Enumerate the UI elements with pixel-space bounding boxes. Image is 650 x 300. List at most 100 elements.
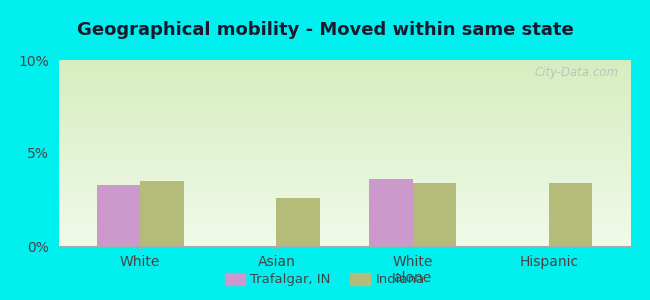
Bar — [58, 147, 630, 149]
Text: City-Data.com: City-Data.com — [535, 66, 619, 79]
Bar — [58, 142, 630, 144]
Bar — [58, 123, 630, 125]
Bar — [58, 66, 630, 68]
Bar — [58, 194, 630, 196]
Bar — [58, 114, 630, 116]
Bar — [549, 183, 592, 246]
Bar — [58, 244, 630, 246]
Bar — [58, 226, 630, 227]
Bar — [58, 216, 630, 218]
Bar — [58, 166, 630, 168]
Bar — [58, 201, 630, 203]
Text: Geographical mobility - Moved within same state: Geographical mobility - Moved within sam… — [77, 21, 573, 39]
Bar — [58, 214, 630, 216]
Bar — [58, 62, 630, 64]
Bar — [58, 227, 630, 229]
Bar — [58, 160, 630, 162]
Bar — [58, 209, 630, 211]
Bar — [58, 159, 630, 161]
Bar — [58, 222, 630, 224]
Bar — [58, 138, 630, 140]
Bar — [58, 168, 630, 170]
Bar — [58, 179, 630, 181]
Bar — [58, 84, 630, 86]
Bar — [58, 220, 630, 222]
Bar — [58, 99, 630, 101]
Bar — [58, 184, 630, 187]
Bar — [58, 207, 630, 209]
Bar — [58, 237, 630, 239]
Bar — [58, 77, 630, 79]
Bar — [58, 92, 630, 94]
Bar — [58, 240, 630, 242]
Bar — [276, 198, 320, 246]
Bar — [58, 108, 630, 110]
Bar — [58, 144, 630, 146]
Bar — [413, 183, 456, 246]
Bar — [58, 203, 630, 205]
Bar — [58, 82, 630, 84]
Bar — [58, 164, 630, 166]
Bar — [58, 153, 630, 155]
Bar — [58, 101, 630, 103]
Bar — [97, 184, 140, 246]
Bar — [58, 196, 630, 198]
Bar — [58, 177, 630, 179]
Bar — [58, 192, 630, 194]
Bar — [58, 172, 630, 173]
Bar — [58, 162, 630, 164]
Bar — [58, 105, 630, 106]
Bar — [58, 224, 630, 226]
Bar — [58, 151, 630, 153]
Bar — [58, 212, 630, 214]
Bar — [58, 187, 630, 188]
Bar — [58, 218, 630, 220]
Bar — [58, 95, 630, 97]
Bar — [58, 133, 630, 134]
Bar — [58, 242, 630, 244]
Bar — [58, 235, 630, 237]
Bar — [58, 80, 630, 82]
Bar — [58, 118, 630, 119]
Bar — [58, 134, 630, 136]
Bar — [58, 131, 630, 133]
Bar — [58, 106, 630, 108]
Bar — [58, 170, 630, 172]
Bar — [58, 238, 630, 240]
Bar — [58, 110, 630, 112]
Bar — [58, 140, 630, 142]
Bar — [58, 127, 630, 129]
Bar — [58, 103, 630, 105]
Bar — [58, 97, 630, 99]
Bar — [58, 205, 630, 207]
Bar — [58, 112, 630, 114]
Bar — [140, 181, 184, 246]
Bar — [58, 88, 630, 90]
Bar — [58, 94, 630, 95]
Bar — [58, 73, 630, 75]
Bar — [58, 211, 630, 212]
Bar — [58, 149, 630, 151]
Bar — [58, 157, 630, 159]
Bar — [58, 71, 630, 73]
Bar — [58, 231, 630, 233]
Bar — [58, 190, 630, 192]
Bar — [58, 64, 630, 66]
Bar — [58, 125, 630, 127]
Bar — [58, 86, 630, 88]
Bar — [58, 68, 630, 69]
Bar — [58, 233, 630, 235]
Bar — [58, 90, 630, 92]
Bar — [369, 179, 413, 246]
Bar — [58, 200, 630, 201]
Bar — [58, 75, 630, 77]
Bar — [58, 198, 630, 200]
Bar — [58, 136, 630, 138]
Bar — [58, 229, 630, 231]
Bar — [58, 79, 630, 80]
Bar — [58, 181, 630, 183]
Bar — [58, 122, 630, 123]
Bar — [58, 173, 630, 175]
Bar — [58, 116, 630, 118]
Bar — [58, 175, 630, 177]
